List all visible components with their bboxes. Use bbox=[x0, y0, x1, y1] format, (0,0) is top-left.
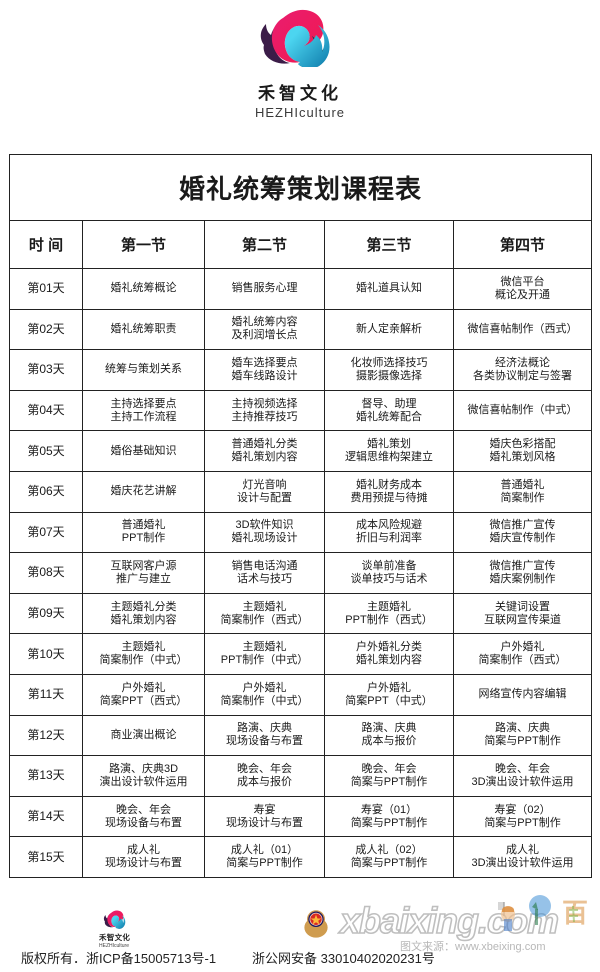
svg-text:百: 百 bbox=[562, 898, 588, 928]
